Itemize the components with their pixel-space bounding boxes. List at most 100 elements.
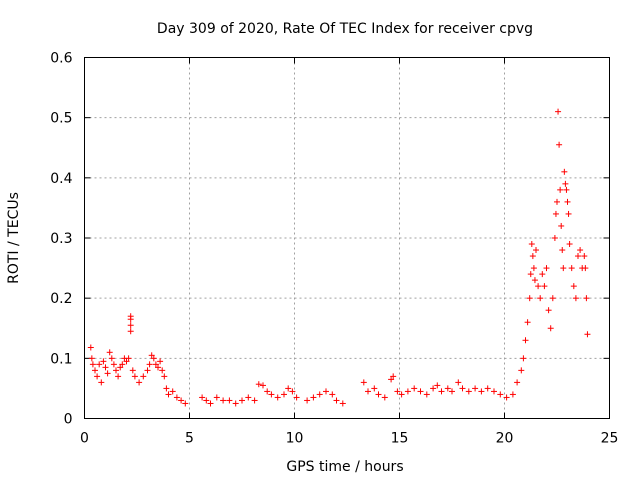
data-point bbox=[575, 253, 581, 260]
data-point bbox=[129, 367, 136, 374]
data-point bbox=[558, 222, 565, 229]
data-point bbox=[161, 373, 168, 380]
data-point bbox=[98, 379, 105, 386]
data-point bbox=[404, 388, 411, 395]
data-point bbox=[365, 388, 371, 395]
data-point bbox=[127, 328, 134, 335]
y-tick-label: 0.5 bbox=[50, 111, 72, 127]
data-points-layer bbox=[87, 108, 591, 407]
data-point bbox=[329, 391, 336, 398]
data-point bbox=[89, 361, 96, 368]
data-point bbox=[566, 241, 573, 248]
y-tick-label: 0.3 bbox=[50, 231, 72, 247]
data-point bbox=[375, 391, 382, 398]
data-point bbox=[568, 265, 575, 272]
data-point bbox=[572, 295, 579, 302]
data-point bbox=[381, 394, 388, 401]
data-point bbox=[146, 361, 153, 368]
data-point bbox=[545, 307, 552, 314]
data-point bbox=[148, 352, 155, 359]
data-point bbox=[533, 247, 539, 254]
data-point bbox=[285, 385, 292, 392]
data-point bbox=[106, 349, 113, 356]
data-point bbox=[169, 388, 176, 395]
data-point bbox=[438, 388, 445, 395]
data-point bbox=[255, 381, 262, 388]
data-point bbox=[323, 388, 329, 395]
data-point bbox=[449, 388, 455, 395]
data-point bbox=[165, 391, 172, 398]
data-point bbox=[88, 355, 95, 362]
grid-layer bbox=[84, 57, 610, 419]
data-point bbox=[478, 388, 485, 395]
data-point bbox=[213, 394, 220, 401]
data-point bbox=[551, 235, 558, 241]
data-point bbox=[304, 397, 311, 404]
data-point bbox=[430, 385, 437, 392]
data-point bbox=[125, 355, 132, 362]
data-point bbox=[537, 295, 544, 302]
data-point bbox=[293, 394, 300, 401]
data-point bbox=[203, 397, 210, 404]
x-tick-label: 20 bbox=[496, 431, 514, 447]
data-point bbox=[584, 331, 591, 338]
data-point bbox=[127, 316, 134, 323]
data-point bbox=[316, 391, 323, 398]
data-point bbox=[509, 391, 516, 398]
x-tick-labels: 0 5 10 15 20 25 bbox=[80, 431, 618, 447]
data-point bbox=[524, 319, 531, 326]
data-point bbox=[543, 265, 550, 272]
data-point bbox=[178, 397, 185, 404]
x-tick-label: 0 bbox=[80, 431, 89, 447]
data-point bbox=[159, 367, 166, 374]
data-point bbox=[444, 385, 451, 392]
data-point bbox=[131, 373, 138, 380]
data-point bbox=[390, 373, 397, 380]
data-point bbox=[123, 358, 130, 365]
data-point bbox=[226, 397, 233, 404]
data-point bbox=[127, 322, 134, 329]
data-point bbox=[564, 198, 571, 205]
data-point bbox=[119, 361, 126, 368]
data-point bbox=[535, 283, 542, 290]
data-point bbox=[360, 379, 367, 386]
x-axis-label: GPS time / hours bbox=[286, 459, 403, 475]
data-point bbox=[220, 397, 227, 404]
data-point bbox=[423, 391, 430, 398]
data-point bbox=[140, 373, 147, 380]
chart-title: Day 309 of 2020, Rate Of TEC Index for r… bbox=[157, 21, 533, 37]
data-point bbox=[561, 168, 568, 175]
x-tick-label: 25 bbox=[601, 431, 619, 447]
data-point bbox=[411, 385, 418, 392]
data-point bbox=[465, 388, 472, 395]
data-point bbox=[491, 388, 497, 395]
data-point bbox=[455, 379, 462, 386]
data-point bbox=[144, 367, 151, 374]
data-point bbox=[528, 241, 535, 248]
data-point bbox=[388, 376, 395, 383]
data-point bbox=[539, 271, 546, 278]
y-tick-label: 0.6 bbox=[50, 51, 72, 67]
y-tick-label: 0 bbox=[64, 412, 73, 428]
data-point bbox=[108, 355, 115, 362]
data-point bbox=[565, 210, 572, 217]
y-axis-label: ROTI / TECUs bbox=[6, 192, 22, 284]
y-tick-label: 0.1 bbox=[50, 351, 72, 367]
data-point bbox=[526, 295, 533, 302]
data-point bbox=[281, 391, 287, 398]
axis-ticks-layer bbox=[84, 57, 610, 419]
y-tick-label: 0.2 bbox=[50, 291, 72, 307]
data-point bbox=[520, 355, 527, 362]
data-point bbox=[150, 355, 157, 362]
data-point bbox=[522, 337, 529, 344]
data-point bbox=[274, 394, 281, 401]
data-point bbox=[333, 397, 340, 404]
data-point bbox=[434, 382, 441, 389]
data-point bbox=[87, 344, 94, 351]
data-point bbox=[555, 108, 562, 115]
data-point bbox=[531, 277, 538, 284]
data-point bbox=[260, 382, 266, 389]
data-point bbox=[582, 265, 589, 272]
data-point bbox=[560, 265, 567, 272]
data-point bbox=[562, 180, 569, 187]
